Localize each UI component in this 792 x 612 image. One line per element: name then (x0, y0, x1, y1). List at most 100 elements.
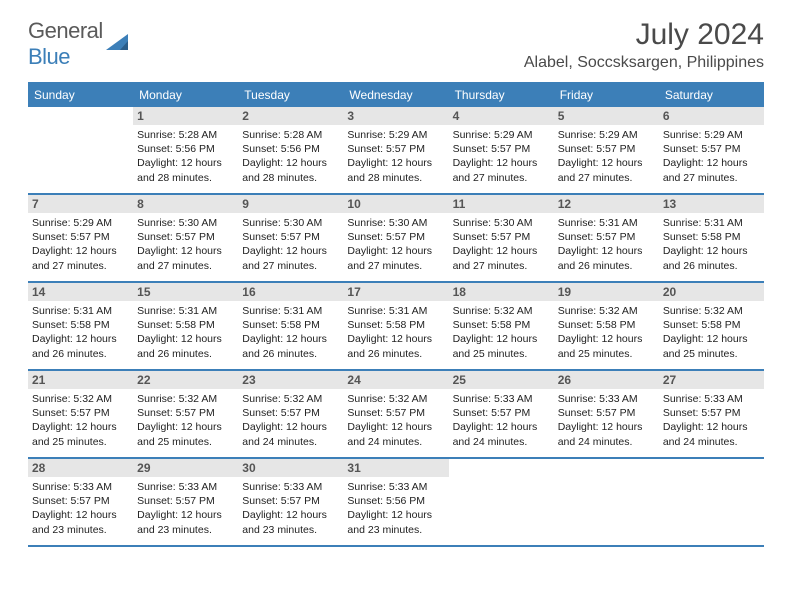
day-cell: 5Sunrise: 5:29 AMSunset: 5:57 PMDaylight… (554, 107, 659, 193)
day-sunset: Sunset: 5:57 PM (663, 142, 760, 156)
week-row: 7Sunrise: 5:29 AMSunset: 5:57 PMDaylight… (28, 195, 764, 283)
header: General Blue July 2024 Alabel, Soccsksar… (28, 18, 764, 72)
day-number: 17 (343, 283, 448, 301)
day-cell: 9Sunrise: 5:30 AMSunset: 5:57 PMDaylight… (238, 195, 343, 281)
day-cell: 25Sunrise: 5:33 AMSunset: 5:57 PMDayligh… (449, 371, 554, 457)
day-d2: and 27 minutes. (453, 259, 550, 273)
brand-logo: General Blue (28, 18, 132, 70)
day-d1: Daylight: 12 hours (242, 420, 339, 434)
day-cell: 12Sunrise: 5:31 AMSunset: 5:57 PMDayligh… (554, 195, 659, 281)
day-sunset: Sunset: 5:57 PM (242, 406, 339, 420)
day-number: 7 (28, 195, 133, 213)
day-number: 12 (554, 195, 659, 213)
day-d1: Daylight: 12 hours (137, 244, 234, 258)
day-sunrise: Sunrise: 5:30 AM (347, 216, 444, 230)
day-sunset: Sunset: 5:57 PM (137, 230, 234, 244)
day-sunrise: Sunrise: 5:30 AM (137, 216, 234, 230)
week-row: 28Sunrise: 5:33 AMSunset: 5:57 PMDayligh… (28, 459, 764, 547)
day-sunrise: Sunrise: 5:29 AM (558, 128, 655, 142)
day-d2: and 27 minutes. (137, 259, 234, 273)
day-d1: Daylight: 12 hours (347, 508, 444, 522)
day-d1: Daylight: 12 hours (453, 244, 550, 258)
day-d1: Daylight: 12 hours (242, 244, 339, 258)
day-sunset: Sunset: 5:57 PM (242, 230, 339, 244)
day-d2: and 23 minutes. (242, 523, 339, 537)
day-number: 14 (28, 283, 133, 301)
day-d1: Daylight: 12 hours (347, 420, 444, 434)
day-number: 13 (659, 195, 764, 213)
day-sunset: Sunset: 5:57 PM (663, 406, 760, 420)
day-number: 28 (28, 459, 133, 477)
logo-triangle-icon (106, 32, 132, 57)
day-d2: and 23 minutes. (32, 523, 129, 537)
day-d1: Daylight: 12 hours (663, 332, 760, 346)
day-sunrise: Sunrise: 5:31 AM (242, 304, 339, 318)
day-sunset: Sunset: 5:58 PM (663, 230, 760, 244)
day-d1: Daylight: 12 hours (453, 420, 550, 434)
day-sunset: Sunset: 5:57 PM (453, 142, 550, 156)
day-sunrise: Sunrise: 5:29 AM (663, 128, 760, 142)
day-sunset: Sunset: 5:57 PM (453, 230, 550, 244)
dow-thursday: Thursday (449, 84, 554, 107)
day-number: 3 (343, 107, 448, 125)
day-d1: Daylight: 12 hours (558, 332, 655, 346)
day-number: 1 (133, 107, 238, 125)
day-d2: and 27 minutes. (347, 259, 444, 273)
day-number: 18 (449, 283, 554, 301)
week-row: 21Sunrise: 5:32 AMSunset: 5:57 PMDayligh… (28, 371, 764, 459)
day-number: 9 (238, 195, 343, 213)
day-cell (449, 459, 554, 545)
day-cell: 8Sunrise: 5:30 AMSunset: 5:57 PMDaylight… (133, 195, 238, 281)
day-sunrise: Sunrise: 5:33 AM (347, 480, 444, 494)
dow-sunday: Sunday (28, 84, 133, 107)
day-d1: Daylight: 12 hours (32, 332, 129, 346)
day-sunset: Sunset: 5:57 PM (347, 230, 444, 244)
day-cell: 17Sunrise: 5:31 AMSunset: 5:58 PMDayligh… (343, 283, 448, 369)
day-d1: Daylight: 12 hours (137, 508, 234, 522)
day-number: 2 (238, 107, 343, 125)
day-sunset: Sunset: 5:58 PM (663, 318, 760, 332)
day-d1: Daylight: 12 hours (558, 244, 655, 258)
day-number: 25 (449, 371, 554, 389)
day-sunrise: Sunrise: 5:31 AM (663, 216, 760, 230)
day-cell: 11Sunrise: 5:30 AMSunset: 5:57 PMDayligh… (449, 195, 554, 281)
day-d2: and 25 minutes. (32, 435, 129, 449)
day-d2: and 28 minutes. (347, 171, 444, 185)
day-sunset: Sunset: 5:57 PM (558, 406, 655, 420)
dow-tuesday: Tuesday (238, 84, 343, 107)
day-number: 10 (343, 195, 448, 213)
day-sunrise: Sunrise: 5:29 AM (32, 216, 129, 230)
day-sunset: Sunset: 5:58 PM (137, 318, 234, 332)
day-number: 5 (554, 107, 659, 125)
day-d1: Daylight: 12 hours (453, 156, 550, 170)
day-d2: and 26 minutes. (32, 347, 129, 361)
day-cell: 29Sunrise: 5:33 AMSunset: 5:57 PMDayligh… (133, 459, 238, 545)
day-cell: 4Sunrise: 5:29 AMSunset: 5:57 PMDaylight… (449, 107, 554, 193)
day-sunset: Sunset: 5:57 PM (453, 406, 550, 420)
day-number: 6 (659, 107, 764, 125)
logo-word-blue: Blue (28, 44, 70, 69)
day-d1: Daylight: 12 hours (347, 156, 444, 170)
day-d2: and 25 minutes. (137, 435, 234, 449)
dow-saturday: Saturday (659, 84, 764, 107)
day-sunset: Sunset: 5:57 PM (242, 494, 339, 508)
day-number: 23 (238, 371, 343, 389)
logo-text: General Blue (28, 18, 103, 70)
day-sunset: Sunset: 5:56 PM (242, 142, 339, 156)
day-sunset: Sunset: 5:57 PM (137, 406, 234, 420)
day-d1: Daylight: 12 hours (663, 244, 760, 258)
day-cell: 23Sunrise: 5:32 AMSunset: 5:57 PMDayligh… (238, 371, 343, 457)
day-d2: and 27 minutes. (453, 171, 550, 185)
day-number: 31 (343, 459, 448, 477)
day-sunrise: Sunrise: 5:33 AM (242, 480, 339, 494)
day-sunrise: Sunrise: 5:33 AM (137, 480, 234, 494)
day-sunrise: Sunrise: 5:28 AM (137, 128, 234, 142)
day-cell (554, 459, 659, 545)
day-number: 22 (133, 371, 238, 389)
day-sunrise: Sunrise: 5:28 AM (242, 128, 339, 142)
day-number: 29 (133, 459, 238, 477)
day-d1: Daylight: 12 hours (242, 332, 339, 346)
day-number: 15 (133, 283, 238, 301)
day-sunset: Sunset: 5:58 PM (558, 318, 655, 332)
day-sunset: Sunset: 5:57 PM (558, 142, 655, 156)
